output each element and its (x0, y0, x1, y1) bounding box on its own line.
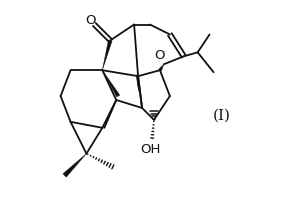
Polygon shape (63, 154, 86, 177)
Text: O: O (85, 14, 96, 27)
Polygon shape (102, 70, 120, 97)
Polygon shape (102, 40, 112, 70)
Text: O: O (155, 49, 165, 62)
Text: (I): (I) (212, 109, 230, 123)
Polygon shape (158, 64, 164, 71)
Text: OH: OH (140, 143, 160, 156)
